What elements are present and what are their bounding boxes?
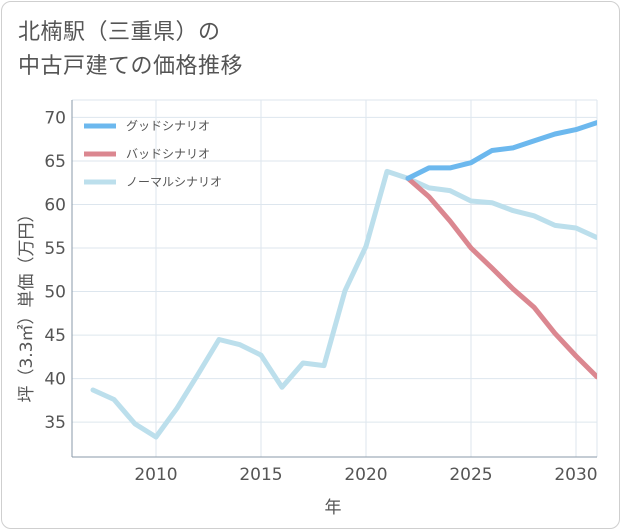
legend-label-normal: ノーマルシナリオ xyxy=(126,175,222,189)
axes xyxy=(71,99,598,458)
x-tick-2030: 2030 xyxy=(554,465,597,485)
x-tick-2015: 2015 xyxy=(239,465,282,485)
chart-title-line-2: 中古戸建ての価格推移 xyxy=(18,54,244,79)
series-line-good xyxy=(405,120,597,181)
y-tick-70: 70 xyxy=(44,108,66,128)
y-tick-35: 35 xyxy=(44,413,66,433)
x-axis-label: 年 xyxy=(325,498,342,518)
legend-label-good: グッドシナリオ xyxy=(126,119,210,133)
y-tick-60: 60 xyxy=(44,195,66,215)
y-axis-label: 坪（3.3㎡）単価（万円） xyxy=(17,205,37,402)
x-tick-2010: 2010 xyxy=(134,465,177,485)
grid-lines xyxy=(72,100,597,457)
y-tick-45: 45 xyxy=(44,326,66,346)
y-tick-40: 40 xyxy=(44,370,66,390)
x-tick-2025: 2025 xyxy=(449,465,492,485)
x-tick-labels: 2010 2015 2020 2025 2030 xyxy=(134,465,597,485)
y-tick-65: 65 xyxy=(44,152,66,172)
legend-label-bad: バッドシナリオ xyxy=(126,147,210,161)
chart-title-line-1: 北楠駅（三重県）の xyxy=(18,20,221,45)
chart-title: 北楠駅（三重県）の 中古戸建ての価格推移 xyxy=(18,16,243,84)
y-tick-50: 50 xyxy=(44,283,66,303)
series-lines xyxy=(90,120,597,440)
y-tick-labels: 35 40 45 50 55 60 65 70 xyxy=(44,108,66,433)
x-tick-2020: 2020 xyxy=(344,465,387,485)
y-tick-55: 55 xyxy=(44,239,66,259)
series-line-normal xyxy=(90,168,597,440)
series-line-bad xyxy=(405,175,597,380)
